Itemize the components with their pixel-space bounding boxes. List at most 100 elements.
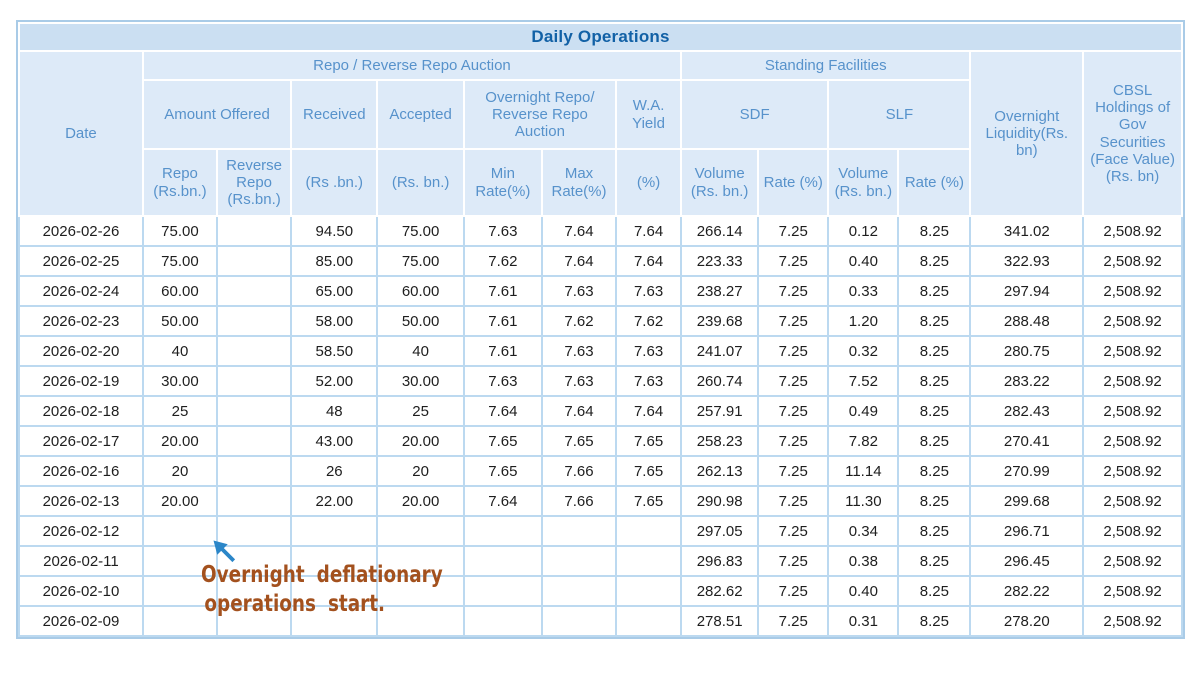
header-overnight-auction: Overnight Repo/ Reverse Repo Auction xyxy=(462,79,618,150)
cell-max-rate: 7.63 xyxy=(540,275,618,307)
cell-max-rate: 7.62 xyxy=(540,305,618,337)
table-row: 2026-02-19 30.00 52.00 30.00 7.63 7.63 7.63 260… xyxy=(18,365,1183,397)
cell-sdf-rate: 7.25 xyxy=(757,545,830,577)
cell-wa-yield: 7.64 xyxy=(615,215,683,247)
cell-min-rate xyxy=(462,605,543,637)
cell-cbsl-holdings: 2,508.92 xyxy=(1082,305,1183,337)
cell-reverse-repo-offered xyxy=(216,605,293,637)
cell-reverse-repo-offered xyxy=(216,305,293,337)
cell-slf-rate: 8.25 xyxy=(897,575,972,607)
cell-slf-rate: 8.25 xyxy=(897,275,972,307)
cell-repo-offered: 30.00 xyxy=(141,365,219,397)
cell-accepted: 40 xyxy=(376,335,465,367)
cell-max-rate: 7.64 xyxy=(540,395,618,427)
cell-cbsl-holdings: 2,508.92 xyxy=(1082,575,1183,607)
cell-cbsl-holdings: 2,508.92 xyxy=(1082,365,1183,397)
cell-cbsl-holdings: 2,508.92 xyxy=(1082,485,1183,517)
cell-received: 43.00 xyxy=(290,425,379,457)
cell-date: 2026-02-25 xyxy=(18,245,144,277)
cell-accepted xyxy=(376,545,465,577)
cell-date: 2026-02-17 xyxy=(18,425,144,457)
cell-sdf-rate: 7.25 xyxy=(757,215,830,247)
cell-sdf-volume: 257.91 xyxy=(680,395,760,427)
cell-cbsl-holdings: 2,508.92 xyxy=(1082,395,1183,427)
cell-repo-offered: 75.00 xyxy=(141,215,219,247)
cell-reverse-repo-offered xyxy=(216,395,293,427)
cell-overnight-liquidity: 288.48 xyxy=(969,305,1085,337)
cell-wa-yield: 7.63 xyxy=(615,275,683,307)
cell-accepted: 75.00 xyxy=(376,215,465,247)
cell-wa-yield xyxy=(615,575,683,607)
table-row: 2026-02-26 75.00 94.50 75.00 7.63 7.64 7.64 266… xyxy=(18,215,1183,247)
cell-max-rate: 7.63 xyxy=(540,335,618,367)
cell-reverse-repo-offered xyxy=(216,275,293,307)
header-received-unit: (Rs .bn.) xyxy=(290,148,379,217)
cell-date: 2026-02-20 xyxy=(18,335,144,367)
cell-reverse-repo-offered xyxy=(216,215,293,247)
cell-date: 2026-02-16 xyxy=(18,455,144,487)
header-accepted: Accepted xyxy=(376,79,465,150)
cell-reverse-repo-offered xyxy=(216,545,293,577)
header-reverse-repo-offered-unit: Reverse Repo (Rs.bn.) xyxy=(216,148,293,217)
cell-min-rate: 7.64 xyxy=(462,485,543,517)
cell-sdf-rate: 7.25 xyxy=(757,485,830,517)
cell-slf-volume: 0.32 xyxy=(827,335,900,367)
cell-max-rate: 7.64 xyxy=(540,215,618,247)
cell-cbsl-holdings: 2,508.92 xyxy=(1082,335,1183,367)
cell-sdf-volume: 223.33 xyxy=(680,245,760,277)
table-row: 2026-02-25 75.00 85.00 75.00 7.62 7.64 7.64 223… xyxy=(18,245,1183,277)
cell-slf-volume: 0.31 xyxy=(827,605,900,637)
cell-received xyxy=(290,545,379,577)
cell-accepted: 50.00 xyxy=(376,305,465,337)
cell-slf-rate: 8.25 xyxy=(897,425,972,457)
cell-repo-offered: 20.00 xyxy=(141,425,219,457)
header-min-rate: Min Rate(%) xyxy=(462,148,543,217)
cell-max-rate xyxy=(540,605,618,637)
cell-sdf-volume: 297.05 xyxy=(680,515,760,547)
table-row: 2026-02-09 278.51 7.25 0.31 8.25 278.20 2,508.… xyxy=(18,605,1183,637)
cell-reverse-repo-offered xyxy=(216,515,293,547)
cell-cbsl-holdings: 2,508.92 xyxy=(1082,515,1183,547)
cell-slf-volume: 0.40 xyxy=(827,575,900,607)
cell-overnight-liquidity: 282.22 xyxy=(969,575,1085,607)
cell-repo-offered: 20.00 xyxy=(141,485,219,517)
cell-repo-offered: 60.00 xyxy=(141,275,219,307)
header-repo-auction-group: Repo / Reverse Repo Auction xyxy=(141,50,683,81)
cell-accepted xyxy=(376,575,465,607)
cell-sdf-volume: 278.51 xyxy=(680,605,760,637)
cell-accepted: 75.00 xyxy=(376,245,465,277)
header-wa-yield: W.A. Yield xyxy=(615,79,683,150)
cell-cbsl-holdings: 2,508.92 xyxy=(1082,455,1183,487)
table-row: 2026-02-12 297.05 7.25 0.34 8.25 296.71 2,508.… xyxy=(18,515,1183,547)
header-cbsl-holdings: CBSL Holdings of Gov Securities (Face Va… xyxy=(1082,50,1183,217)
cell-overnight-liquidity: 280.75 xyxy=(969,335,1085,367)
cell-repo-offered xyxy=(141,515,219,547)
cell-wa-yield: 7.65 xyxy=(615,455,683,487)
cell-overnight-liquidity: 299.68 xyxy=(969,485,1085,517)
table-title: Daily Operations xyxy=(18,22,1183,52)
cell-wa-yield: 7.64 xyxy=(615,395,683,427)
cell-received: 58.00 xyxy=(290,305,379,337)
cell-overnight-liquidity: 322.93 xyxy=(969,245,1085,277)
cell-received xyxy=(290,605,379,637)
cell-repo-offered xyxy=(141,545,219,577)
table-row: 2026-02-11 296.83 7.25 0.38 8.25 296.45 2,508.… xyxy=(18,545,1183,577)
cell-min-rate: 7.61 xyxy=(462,335,543,367)
cell-max-rate: 7.66 xyxy=(540,455,618,487)
header-accepted-unit: (Rs. bn.) xyxy=(376,148,465,217)
cell-wa-yield xyxy=(615,545,683,577)
cell-accepted: 20.00 xyxy=(376,425,465,457)
cell-min-rate: 7.65 xyxy=(462,455,543,487)
cell-slf-volume: 0.40 xyxy=(827,245,900,277)
cell-received xyxy=(290,575,379,607)
header-received: Received xyxy=(290,79,379,150)
cell-date: 2026-02-18 xyxy=(18,395,144,427)
cell-repo-offered: 50.00 xyxy=(141,305,219,337)
cell-date: 2026-02-11 xyxy=(18,545,144,577)
table-row: 2026-02-17 20.00 43.00 20.00 7.65 7.65 7.65 258… xyxy=(18,425,1183,457)
cell-min-rate: 7.63 xyxy=(462,215,543,247)
cell-slf-rate: 8.25 xyxy=(897,485,972,517)
cell-min-rate xyxy=(462,575,543,607)
cell-slf-volume: 11.30 xyxy=(827,485,900,517)
cell-slf-rate: 8.25 xyxy=(897,545,972,577)
